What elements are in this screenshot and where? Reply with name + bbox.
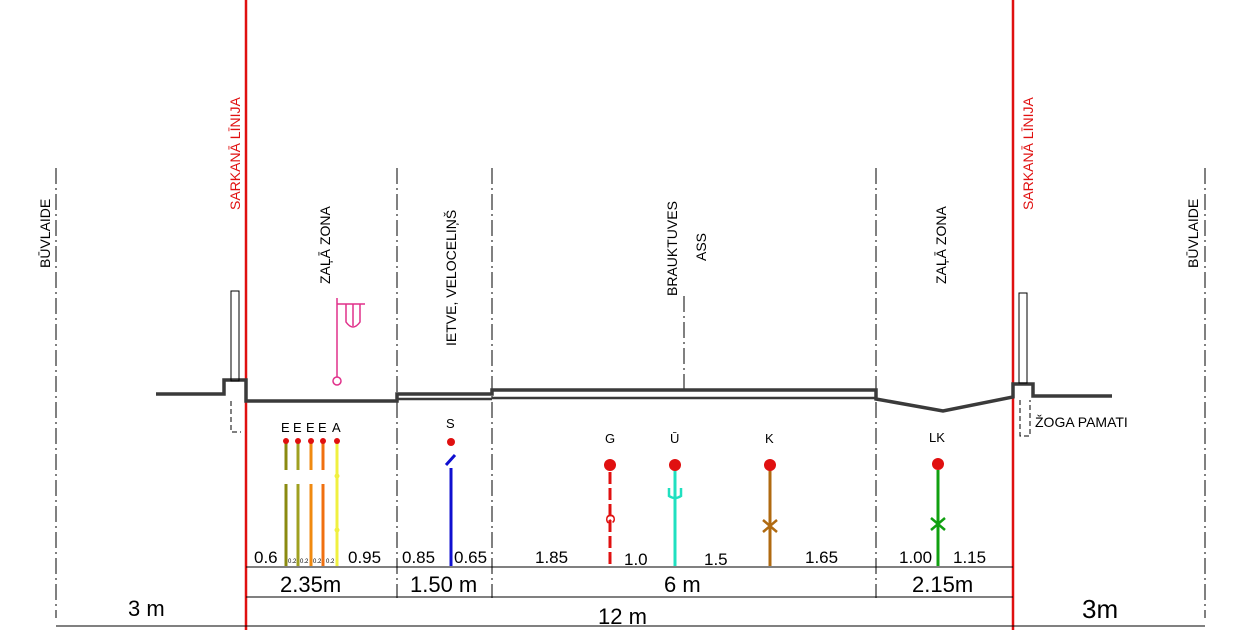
dim-1-50m: 1.50 m bbox=[410, 572, 477, 597]
dim-12m: 12 m bbox=[598, 604, 647, 629]
utility-label-g: G bbox=[605, 431, 615, 446]
utility-label-e1: E bbox=[281, 420, 290, 435]
dim-1-00: 1.00 bbox=[899, 548, 932, 567]
water-pipe bbox=[667, 459, 683, 566]
dim-1-5: 1.5 bbox=[704, 550, 728, 569]
fence-post-right bbox=[1018, 292, 1028, 384]
dim-0-85: 0.85 bbox=[402, 548, 435, 567]
ground-profile bbox=[156, 378, 1112, 413]
svg-text:G: G bbox=[603, 514, 618, 524]
label-buvlaide-right: BŪVLAIDE bbox=[1185, 199, 1201, 268]
dim-1-15: 1.15 bbox=[953, 548, 986, 567]
dim-3m-left: 3 m bbox=[128, 596, 165, 621]
label-axis: ASS bbox=[693, 233, 709, 261]
dim-3m-right: 3m bbox=[1082, 594, 1118, 624]
sewer-pipe bbox=[444, 438, 457, 566]
label-red-line-right: SARKANĀ LĪNIJA bbox=[1020, 97, 1036, 210]
dim-0-65: 0.65 bbox=[454, 548, 487, 567]
dim-0-95: 0.95 bbox=[348, 548, 381, 567]
label-green-zone-left: ZAĻĀ ZONA bbox=[317, 206, 333, 284]
utility-label-u: Ū bbox=[670, 431, 679, 446]
fence-foundation-right bbox=[1019, 400, 1031, 437]
label-sidewalk: IETVE, VELOCELIŅŠ bbox=[443, 210, 459, 346]
street-lamp-icon bbox=[332, 298, 365, 386]
fence-post-left bbox=[230, 290, 240, 382]
label-fence-foundation: ŽOGA PAMATI bbox=[1035, 414, 1128, 430]
dim-0-2-d: 0.2 bbox=[326, 559, 335, 565]
dim-1-65: 1.65 bbox=[805, 548, 838, 567]
utility-label-lk: LK bbox=[929, 430, 945, 445]
gas-pipe: G bbox=[603, 459, 618, 566]
label-green-zone-right: ZAĻĀ ZONA bbox=[933, 206, 949, 284]
utility-label-e3: E bbox=[306, 420, 315, 435]
utility-label-k: K bbox=[765, 431, 774, 446]
label-road: BRAUKTUVES bbox=[664, 201, 680, 296]
fence-foundation-left bbox=[230, 401, 241, 433]
label-buvlaide-left: BŪVLAIDE bbox=[37, 199, 53, 268]
dim-0-6: 0.6 bbox=[254, 548, 278, 567]
label-red-line-left: SARKANĀ LĪNIJA bbox=[227, 97, 243, 210]
dim-0-2-c: 0.2 bbox=[313, 559, 322, 565]
dim-6m: 6 m bbox=[664, 572, 701, 597]
dim-0-2-b: 0.2 bbox=[300, 559, 309, 565]
utility-label-e4: E bbox=[318, 420, 327, 435]
utility-label-a: A bbox=[332, 420, 341, 435]
dim-2-35m: 2.35m bbox=[280, 572, 341, 597]
cable-bundle bbox=[283, 438, 340, 566]
sewage-pipe bbox=[762, 459, 778, 566]
storm-drain-pipe bbox=[930, 458, 946, 566]
dim-1-85: 1.85 bbox=[535, 548, 568, 567]
utility-label-e2: E bbox=[293, 420, 302, 435]
dim-1-0: 1.0 bbox=[624, 550, 648, 569]
utility-label-s: S bbox=[446, 416, 455, 431]
dim-2-15m: 2.15m bbox=[912, 572, 973, 597]
dim-0-2-a: 0.2 bbox=[288, 559, 297, 565]
